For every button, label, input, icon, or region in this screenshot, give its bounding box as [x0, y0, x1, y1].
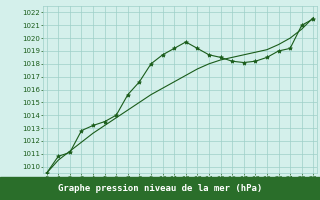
Text: Graphe pression niveau de la mer (hPa): Graphe pression niveau de la mer (hPa): [58, 184, 262, 193]
